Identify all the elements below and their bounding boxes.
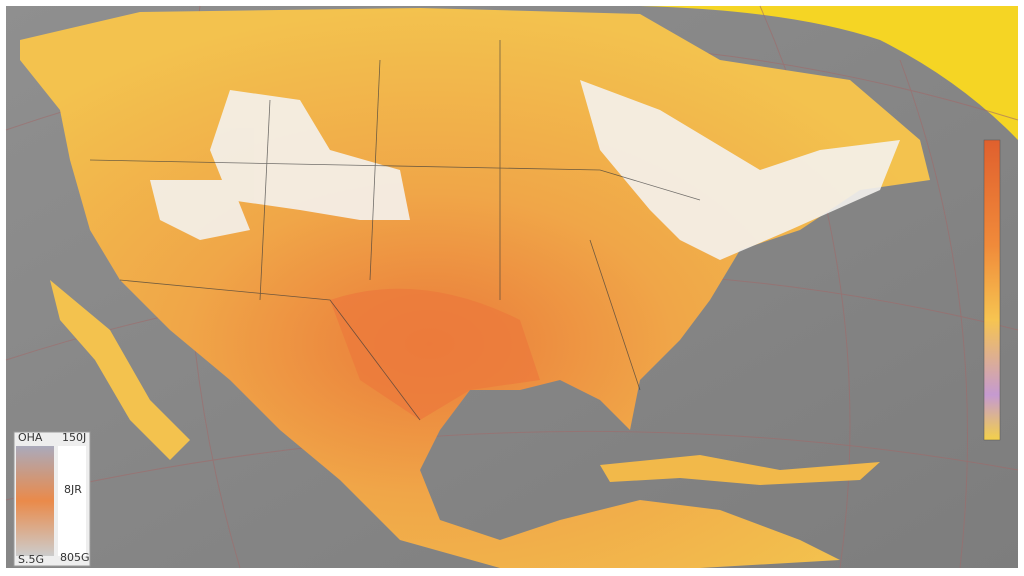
legend-panel [58,446,86,556]
yellow-region [640,6,1018,140]
baja [50,280,190,460]
snow [150,80,900,260]
legend-label: 150J [62,431,86,444]
borders [89,40,701,421]
hot-area [330,288,540,420]
legend-label: 805G [60,551,90,564]
legend-swatch [16,446,54,556]
caribbean [600,455,880,485]
color-bar [983,139,1001,441]
legend-label: OHA [18,431,43,444]
legend-label: 8JR [64,483,82,496]
legend-label: S.5G [18,553,44,566]
